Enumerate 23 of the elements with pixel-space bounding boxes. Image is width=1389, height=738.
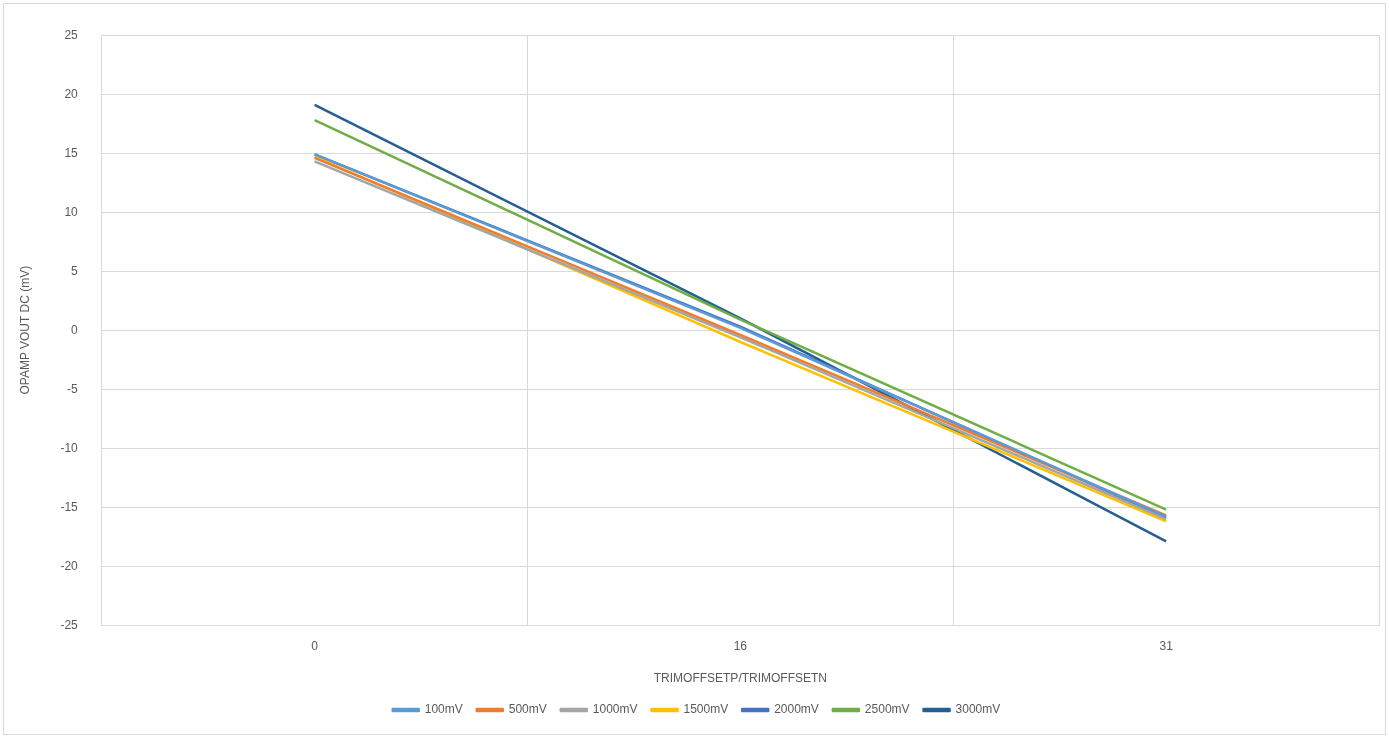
x-tick-label: 16: [733, 638, 748, 653]
y-tick-label: 20: [64, 86, 79, 101]
y-tick-label: 0: [71, 322, 79, 337]
legend-label: 100mV: [424, 702, 463, 717]
x-tick-label: 0: [311, 638, 319, 653]
legend-label: 1500mV: [683, 702, 729, 717]
x-axis-title: TRIMOFFSETP/TRIMOFFSETN: [653, 671, 828, 686]
legend-label: 2500mV: [864, 702, 910, 717]
y-tick-label: -5: [67, 381, 79, 396]
y-tick-label: -25: [60, 617, 79, 632]
y-tick-label: 10: [64, 204, 79, 219]
y-tick-label: -10: [60, 440, 79, 455]
legend-label: 500mV: [508, 702, 547, 717]
y-tick-label: -20: [60, 558, 79, 573]
y-tick-label: 5: [71, 263, 79, 278]
legend-label: 1000mV: [592, 702, 638, 717]
x-tick-label: 31: [1159, 638, 1174, 653]
y-tick-label: 15: [64, 145, 79, 160]
y-axis-title: OPAMP VOUT DC (mV): [17, 265, 32, 395]
legend-label: 2000mV: [774, 702, 819, 717]
y-tick-label: -15: [60, 499, 79, 514]
y-tick-label: 25: [64, 27, 79, 42]
legend-label: 3000mV: [955, 702, 1001, 717]
